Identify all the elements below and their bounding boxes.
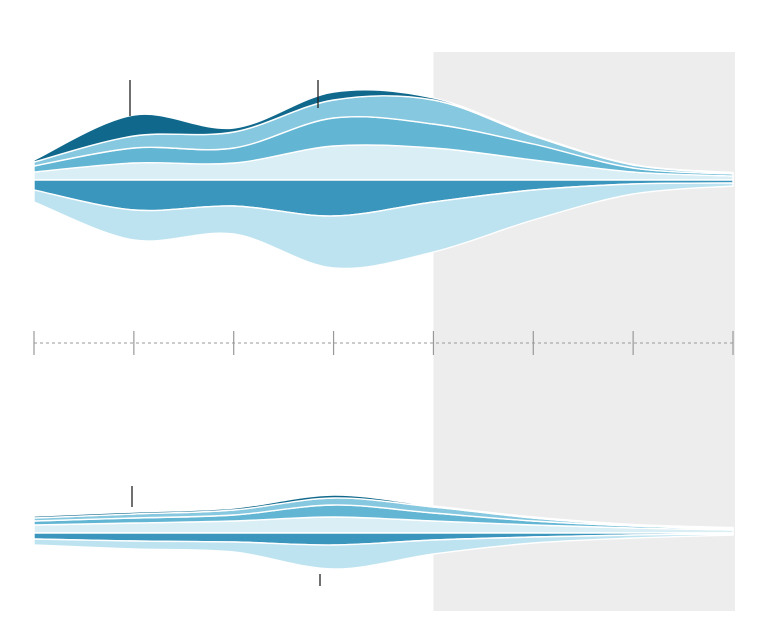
plot-group (33, 89, 734, 570)
stream-layer (33, 494, 734, 529)
stream-layer (33, 182, 734, 270)
stream-layer (33, 89, 734, 174)
markers (129, 80, 321, 586)
stream-layer (33, 533, 734, 570)
